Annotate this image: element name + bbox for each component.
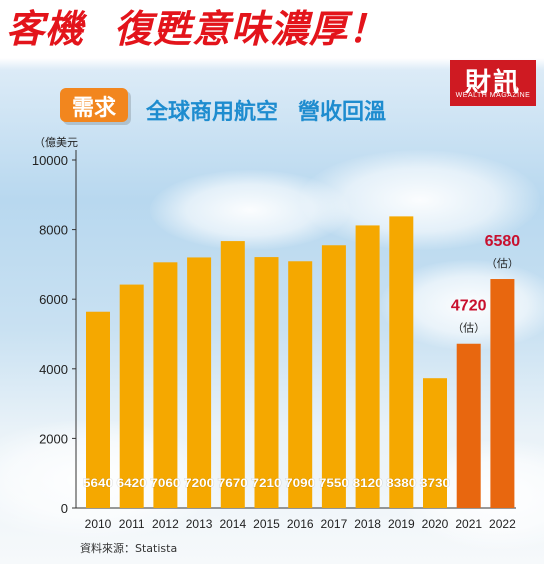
logo-cn-text: 財訊 (464, 68, 521, 98)
bar-2010 (86, 311, 110, 508)
data-label: 5640 (83, 476, 113, 490)
bar-2013 (187, 257, 212, 508)
subtitle-part1: 全球商用航空 (146, 100, 279, 125)
y-tick-label: 0 (61, 501, 68, 516)
data-label: 7200 (184, 476, 214, 490)
data-label: 7670 (218, 476, 248, 490)
x-tick-label: 2015 (253, 517, 280, 531)
bar-2016 (288, 261, 313, 508)
data-label: 7060 (150, 476, 180, 490)
x-tick-label: 2011 (119, 517, 145, 531)
bar-2014 (220, 241, 245, 509)
demand-tag: 需求 (60, 88, 128, 122)
estimate-note: （估） (486, 257, 519, 270)
chart-subtitle: 全球商用航空 營收回溫 (146, 94, 386, 126)
headline: 客機 復甦意味濃厚！ (6, 4, 387, 54)
x-tick-label: 2019 (388, 517, 415, 531)
data-label: 7550 (319, 476, 349, 490)
subtitle-part2: 營收回溫 (298, 100, 387, 125)
bar-2022 (490, 279, 515, 508)
bar-2020 (423, 378, 447, 508)
bar-2015 (254, 257, 279, 508)
data-label: 6580 (485, 233, 521, 250)
x-tick-label: 2016 (287, 517, 314, 531)
wealth-magazine-logo: 財訊 WEALTH MAGAZINE (450, 60, 536, 106)
x-tick-label: 2012 (152, 517, 179, 531)
bar-2018 (355, 225, 380, 508)
data-label: 8380 (386, 476, 416, 490)
logo-en-text: WEALTH MAGAZINE (455, 92, 531, 99)
x-tick-label: 2022 (489, 517, 516, 531)
headline-part2: 復甦意味濃厚！ (114, 7, 388, 51)
source-note: 資料來源：Statista (80, 542, 178, 555)
headline-part1: 客機 (6, 7, 85, 51)
y-tick-label: 6000 (39, 292, 68, 307)
x-tick-label: 2018 (354, 517, 381, 531)
data-label: 8120 (353, 476, 383, 490)
data-label: 3730 (420, 476, 450, 490)
x-tick-label: 2010 (85, 517, 112, 531)
estimate-note: （估） (452, 322, 485, 335)
y-tick-label: 4000 (39, 362, 68, 377)
y-tick-label: 8000 (39, 223, 68, 238)
data-label: 4720 (451, 298, 487, 315)
y-axis-unit: （億美元 (34, 136, 78, 149)
bar-2011 (119, 284, 144, 508)
y-tick-label: 2000 (39, 431, 68, 446)
bar-2021 (456, 343, 481, 508)
x-tick-label: 2021 (455, 517, 482, 531)
x-tick-label: 2020 (422, 517, 449, 531)
data-label: 7210 (252, 476, 282, 490)
y-tick-label: 10000 (32, 153, 68, 168)
bar-2019 (389, 216, 414, 508)
x-tick-label: 2014 (219, 517, 246, 531)
cloud-decoration (150, 170, 350, 250)
x-tick-label: 2017 (321, 517, 348, 531)
demand-tag-label: 需求 (71, 96, 116, 121)
bar-2012 (153, 262, 178, 508)
bar-2017 (321, 245, 346, 508)
data-label: 7090 (285, 476, 315, 490)
data-label: 6420 (117, 476, 147, 490)
x-tick-label: 2013 (186, 517, 213, 531)
